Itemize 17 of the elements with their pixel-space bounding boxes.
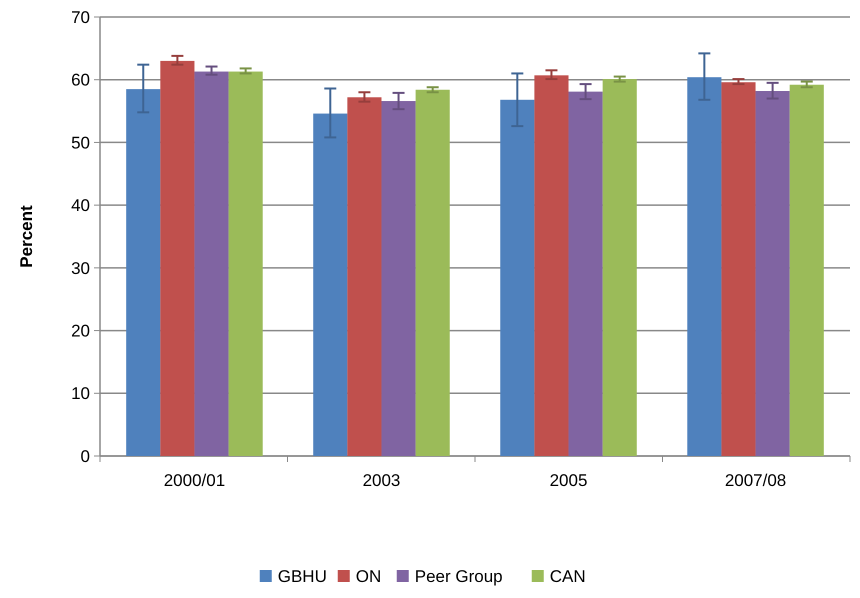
y-tick-label: 30 xyxy=(71,258,90,278)
y-tick-label: 50 xyxy=(71,133,90,152)
legend-label: Peer Group xyxy=(414,566,503,586)
y-tick-label: 60 xyxy=(71,70,90,90)
x-tick-label: 2000/01 xyxy=(164,471,226,490)
legend-label: GBHU xyxy=(278,566,327,586)
legend-label: CAN xyxy=(550,566,586,586)
y-tick-label: 10 xyxy=(71,384,90,404)
x-tick-label: 2007/08 xyxy=(724,471,786,490)
legend-label: ON xyxy=(356,566,382,586)
y-tick-label: 40 xyxy=(71,196,90,216)
x-tick-label: 2005 xyxy=(550,471,588,490)
y-tick-label: 0 xyxy=(80,446,90,466)
y-tick-label: 70 xyxy=(71,8,90,27)
y-axis-title: Percent xyxy=(17,204,36,268)
y-tick-label: 20 xyxy=(71,322,90,341)
x-tick-label: 2003 xyxy=(362,471,400,490)
